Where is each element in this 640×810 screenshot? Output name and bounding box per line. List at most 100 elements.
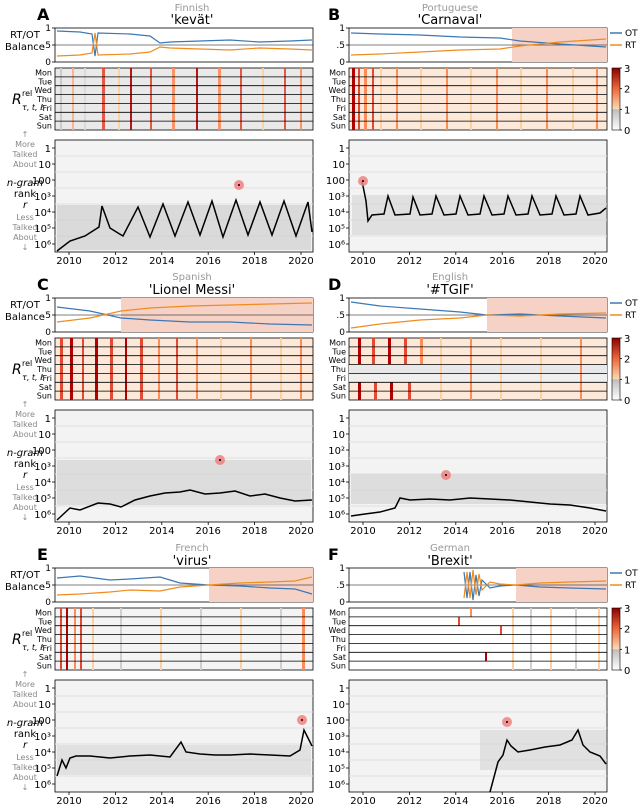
less-talked-label: Less [16,213,34,222]
more-talked-label: More [15,140,35,149]
ot-series [56,575,313,595]
panel-C: C Spanish 'Lionel Messi' [37,272,314,523]
day-label: Sun [331,392,346,401]
balance-ylabel: RT/OT [10,30,41,41]
heatmap-axes [348,67,608,131]
day-label: Sat [39,653,52,662]
rank-tick-label: 10⁶ [34,780,51,791]
rank-tick-label: 10⁴ [34,748,51,759]
x-tick-label: 2014 [149,796,174,807]
rank-tick-label: 10 [332,160,345,171]
day-label: Fri [336,644,346,653]
more-talked-label: About [13,700,37,709]
balance-tick-label: .5 [42,581,51,591]
rank-tick-label: 10⁵ [34,764,51,775]
x-tick-label: 2020 [582,256,607,267]
more-talked-label: ↑ [22,130,29,139]
balance-tick-label: 1 [339,24,345,34]
day-label: Tue [37,77,52,86]
colorbar-tick-label: 3 [624,64,630,75]
x-tick-label: 2012 [397,256,422,267]
panel-letter: B [328,5,340,24]
rank-series [56,489,313,521]
ot-series [56,306,313,326]
panel-letter: F [328,545,339,564]
day-label: Mon [329,609,346,618]
day-label: Sun [37,122,52,131]
more-talked-label: More [15,410,35,419]
rank-tick-label: 10⁶ [34,240,51,251]
colorbar [611,337,621,401]
day-label: Wed [329,626,346,635]
rtel-ylabel-sup: rel [22,629,32,638]
day-label: Thu [330,635,346,644]
day-label: Thu [36,95,52,104]
day-label: Sun [331,662,346,671]
day-label: Wed [329,86,346,95]
day-label: Thu [36,635,52,644]
colorbar [611,607,621,671]
rtel-ylabel-sub: τ, t, ℓ [22,643,43,652]
x-tick-label: 2018 [536,256,561,267]
balance-tick-label: 1 [339,294,345,304]
day-label: Sat [333,113,346,122]
colorbar-tick-label: 1 [624,105,630,116]
more-talked-label: ↑ [22,670,29,679]
legend-ot-label: OT [625,299,638,309]
rank-axes [54,679,314,793]
balance-tick-label: 1 [45,294,51,304]
rt-series [56,302,313,323]
rank-tick-label: 10³ [328,732,345,743]
less-talked-label: About [13,503,37,512]
balance-tick-label: .5 [336,41,345,51]
panel-ngram: 'Brexit' [427,554,472,569]
day-label: Wed [35,356,52,365]
less-talked-label: Less [16,753,34,762]
rank-tick-label: 10⁴ [34,478,51,489]
ot-series [350,32,607,48]
rank-tick-label: 1 [339,684,345,695]
rank-envelope [351,474,606,504]
panel-language: French [175,543,208,554]
rank-tick-label: 10⁴ [328,478,345,489]
rank-series [350,497,607,517]
x-tick-label: 2020 [288,256,313,267]
panel-ngram: '#TGIF' [426,283,473,298]
heatmap-stripes [60,608,305,670]
balance-tick-label: .5 [336,311,345,321]
rank-tick-label: 10⁶ [328,240,345,251]
balance-tick-label: 0 [339,58,345,68]
rank-series [56,197,313,252]
heatmap-stripes [60,338,302,400]
legend-rt-label: RT [625,41,637,51]
x-tick-label: 2020 [582,796,607,807]
panel-letter: A [37,5,50,24]
more-talked-label: Talked [11,150,37,159]
rank-tick-label: 10³ [34,192,51,203]
rank-tick-label: 100 [32,176,51,187]
x-tick-label: 2016 [489,526,514,537]
colorbar-tick-label: 0 [624,396,630,407]
day-label: Sat [39,113,52,122]
panel-ngram: 'Lionel Messi' [149,283,235,298]
rank-series [489,728,607,793]
x-tick-label: 2018 [242,256,267,267]
x-tick-label: 2020 [582,526,607,537]
balance-tick-label: 1 [45,24,51,34]
legend-rt-label: RT [625,581,637,591]
heatmap-axes [348,607,608,671]
x-tick-label: 2010 [56,796,81,807]
rank-tick-label: 10⁵ [328,224,345,235]
x-tick-label: 2014 [443,256,468,267]
panel-F: F German 'Brexit' OT RT [328,543,638,793]
day-label: Sun [37,392,52,401]
x-tick-label: 2020 [288,796,313,807]
x-tick-label: 2018 [242,526,267,537]
day-label: Tue [331,347,346,356]
panel-language: Spanish [172,272,212,283]
balance-tick-label: 0 [339,598,345,608]
rank-tick-label: 10 [38,430,51,441]
panel-language: German [430,543,470,554]
rank-tick-label: 10⁴ [34,208,51,219]
panel-B: B Portuguese 'Carnaval' OT RT [328,3,638,253]
